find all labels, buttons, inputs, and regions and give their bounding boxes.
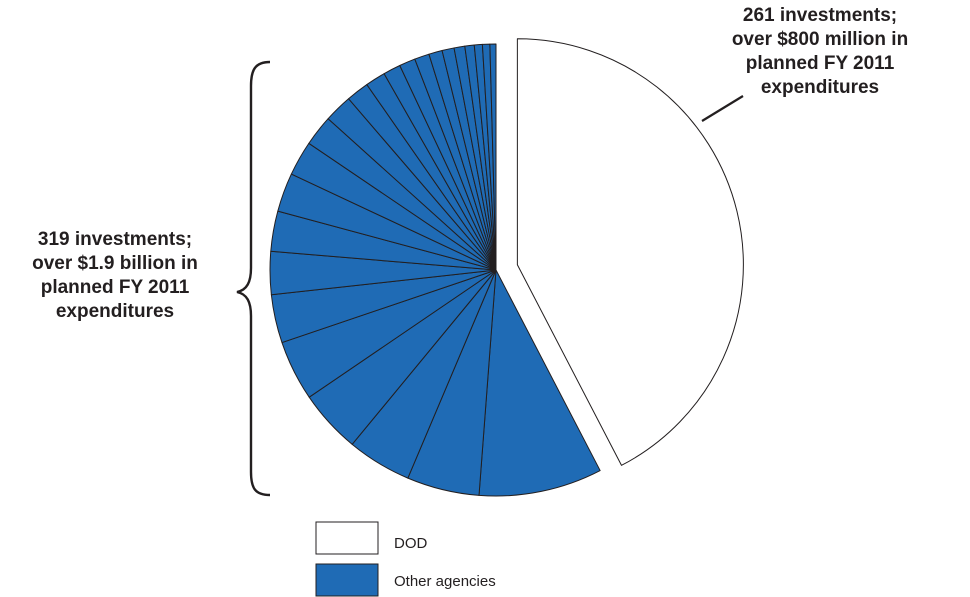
annotation-dod-line-4: expenditures bbox=[760, 77, 880, 98]
annotation-other-line-3: planned FY 2011 bbox=[40, 277, 190, 298]
legend-label-dod: DOD bbox=[394, 535, 428, 552]
annotation-other-line-1: 319 investments; bbox=[37, 229, 193, 250]
pie-slices bbox=[269, 38, 744, 497]
legend-swatch-other-agencies bbox=[315, 563, 379, 597]
annotation-dod: 261 investments; over $800 million in pl… bbox=[690, 4, 950, 100]
annotation-other-line-4: expenditures bbox=[55, 301, 175, 322]
legend-swatch-dod bbox=[315, 521, 379, 555]
annotation-other-line-2: over $1.9 billion in bbox=[32, 253, 198, 274]
callout-leader-line-dod bbox=[701, 95, 744, 122]
callout-brace-other bbox=[236, 60, 271, 497]
annotation-dod-line-3: planned FY 2011 bbox=[745, 53, 895, 74]
pie-slice-dod bbox=[516, 38, 744, 466]
annotation-other-agencies: 319 investments; over $1.9 billion in pl… bbox=[0, 228, 230, 324]
annotation-dod-line-2: over $800 million in bbox=[731, 29, 909, 50]
legend-label-other-agencies: Other agencies bbox=[394, 573, 496, 590]
pie-slice-other-agency-24 bbox=[489, 43, 497, 271]
pie-slice-other-agency-1 bbox=[478, 269, 601, 497]
legend: DOD Other agencies bbox=[315, 521, 496, 597]
annotation-dod-line-1: 261 investments; bbox=[742, 5, 898, 26]
